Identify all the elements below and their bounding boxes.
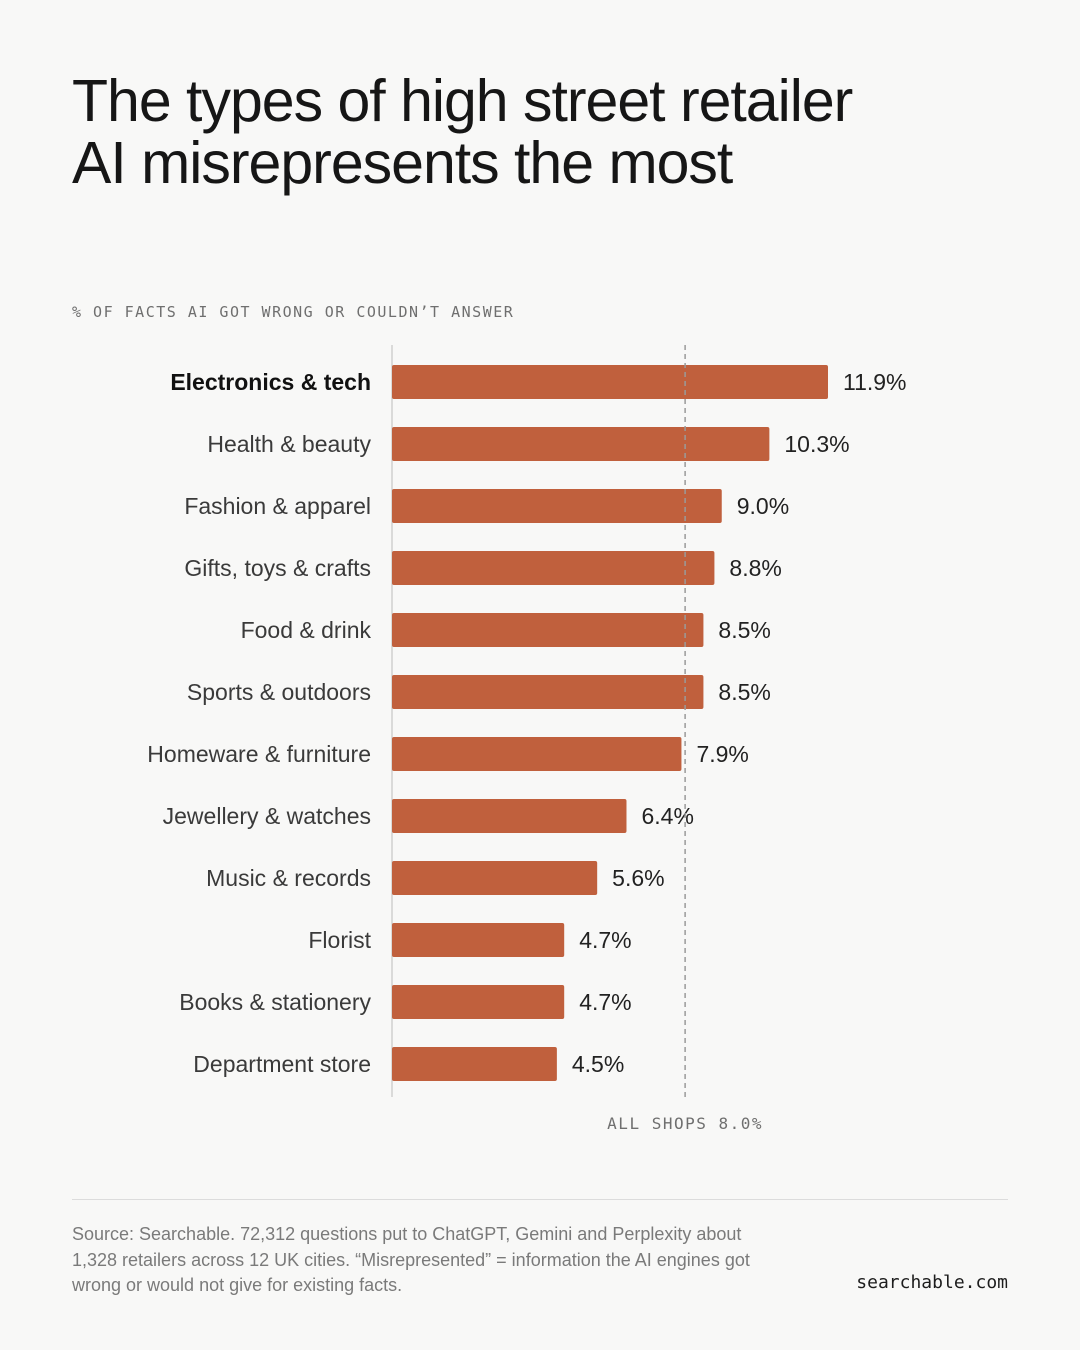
category-label: Music & records (206, 865, 371, 891)
value-label: 11.9% (843, 369, 907, 395)
chart-title-line-1: The types of high street retailer (72, 68, 853, 134)
category-label: Department store (193, 1051, 371, 1077)
bar (392, 923, 565, 957)
source-note-line-3: wrong or would not give for existing fac… (72, 1275, 403, 1295)
value-label: 6.4% (641, 803, 693, 829)
bar (392, 427, 770, 461)
bar (392, 675, 704, 709)
category-label: Food & drink (241, 617, 372, 643)
category-label: Sports & outdoors (187, 679, 371, 705)
bar (392, 489, 722, 523)
footer-divider (72, 1199, 1008, 1200)
category-label: Homeware & furniture (147, 741, 371, 767)
source-note-line-1: Source: Searchable. 72,312 questions put… (72, 1224, 742, 1244)
bar (392, 737, 682, 771)
value-label: 4.5% (572, 1051, 624, 1077)
value-label: 8.5% (718, 617, 770, 643)
axis-caption: % OF FACTS AI GOT WRONG OR COULDN’T ANSW… (72, 303, 515, 321)
bar (392, 861, 598, 895)
category-label: Fashion & apparel (184, 493, 371, 519)
category-label: Books & stationery (179, 989, 371, 1015)
bar (392, 985, 565, 1019)
bar (392, 613, 704, 647)
reference-line-label: ALL SHOPS 8.0% (607, 1114, 763, 1133)
value-label: 4.7% (579, 927, 631, 953)
bar (392, 551, 715, 585)
source-note-line-2: 1,328 retailers across 12 UK cities. “Mi… (72, 1249, 750, 1270)
category-label: Health & beauty (207, 431, 371, 457)
bar (392, 1047, 557, 1081)
value-label: 8.5% (718, 679, 770, 705)
category-label: Florist (308, 927, 371, 953)
value-label: 7.9% (696, 741, 748, 767)
category-label: Jewellery & watches (163, 803, 371, 829)
bar (392, 365, 828, 399)
value-label: 9.0% (737, 493, 789, 519)
chart-title-line-2: AI misrepresents the most (72, 130, 733, 196)
value-label: 10.3% (784, 431, 849, 457)
bar (392, 799, 627, 833)
category-label: Gifts, toys & crafts (184, 555, 371, 581)
bar-chart: Electronics & tech 11.9% Health & beauty 10… (147, 345, 907, 1133)
brand-domain: searchable.com (856, 1272, 1008, 1293)
category-label: Electronics & tech (170, 369, 371, 395)
value-label: 5.6% (612, 865, 664, 891)
value-label: 8.8% (729, 555, 781, 581)
source-note: Source: Searchable. 72,312 questions put… (72, 1222, 802, 1299)
chart-title: The types of high street retailer AI mis… (72, 70, 1012, 194)
value-label: 4.7% (579, 989, 631, 1015)
